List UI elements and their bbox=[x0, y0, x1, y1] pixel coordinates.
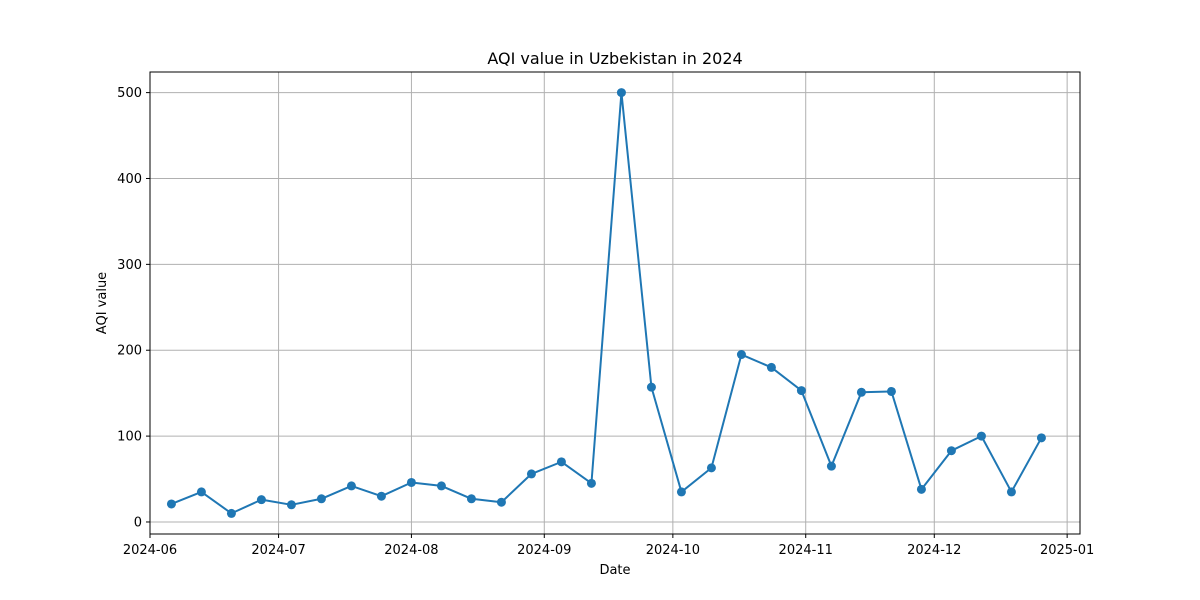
data-point bbox=[556, 457, 566, 467]
data-point bbox=[346, 481, 356, 491]
y-tick-label: 100 bbox=[117, 430, 142, 445]
data-point bbox=[856, 387, 866, 397]
data-point bbox=[166, 499, 176, 509]
data-point bbox=[616, 88, 626, 98]
y-tick-label: 200 bbox=[117, 344, 142, 359]
data-point bbox=[436, 481, 446, 491]
data-point bbox=[1006, 487, 1016, 497]
y-axis: 0 100 200 300 400 500 bbox=[117, 86, 150, 530]
data-point bbox=[196, 487, 206, 497]
plot-frame bbox=[149, 71, 1081, 535]
x-tick-label: 2024-08 bbox=[384, 543, 438, 558]
x-axis-title: Date bbox=[599, 563, 630, 578]
data-point bbox=[976, 431, 986, 441]
x-tick-label: 2024-07 bbox=[251, 543, 305, 558]
data-point bbox=[406, 477, 416, 487]
data-point bbox=[526, 469, 536, 479]
y-tick-label: 400 bbox=[117, 172, 142, 187]
x-tick-label: 2024-12 bbox=[907, 543, 961, 558]
data-point bbox=[286, 500, 296, 510]
x-axis: 2024-06 2024-07 2024-08 2024-09 2024-10 2024-… bbox=[123, 534, 1094, 558]
data-point bbox=[796, 386, 806, 396]
x-tick-label: 2025-01 bbox=[1040, 543, 1094, 558]
data-point bbox=[826, 461, 836, 471]
data-point bbox=[316, 494, 326, 504]
data-point bbox=[916, 484, 926, 494]
series-line bbox=[171, 91, 1043, 515]
data-point bbox=[1036, 433, 1046, 443]
y-tick-label: 500 bbox=[117, 86, 142, 101]
x-tick-label: 2024-10 bbox=[646, 543, 700, 558]
y-axis-title: AQI value bbox=[95, 272, 110, 334]
data-point bbox=[226, 508, 236, 518]
series-line-group bbox=[166, 88, 1046, 518]
x-tick-label: 2024-06 bbox=[123, 543, 177, 558]
chart-title: AQI value in Uzbekistan in 2024 bbox=[487, 49, 742, 68]
data-point bbox=[946, 446, 956, 456]
data-point bbox=[256, 495, 266, 505]
data-point bbox=[496, 497, 506, 507]
data-point bbox=[886, 386, 896, 396]
y-tick-label: 0 bbox=[134, 515, 142, 530]
data-point bbox=[646, 382, 656, 392]
data-point bbox=[466, 494, 476, 504]
data-point bbox=[586, 478, 596, 488]
data-point bbox=[376, 491, 386, 501]
y-tick-label: 300 bbox=[117, 258, 142, 273]
data-point bbox=[736, 350, 746, 360]
data-point bbox=[766, 362, 776, 372]
data-point bbox=[676, 487, 686, 497]
x-tick-label: 2024-09 bbox=[517, 543, 571, 558]
x-tick-label: 2024-11 bbox=[779, 543, 833, 558]
data-point bbox=[706, 463, 716, 473]
